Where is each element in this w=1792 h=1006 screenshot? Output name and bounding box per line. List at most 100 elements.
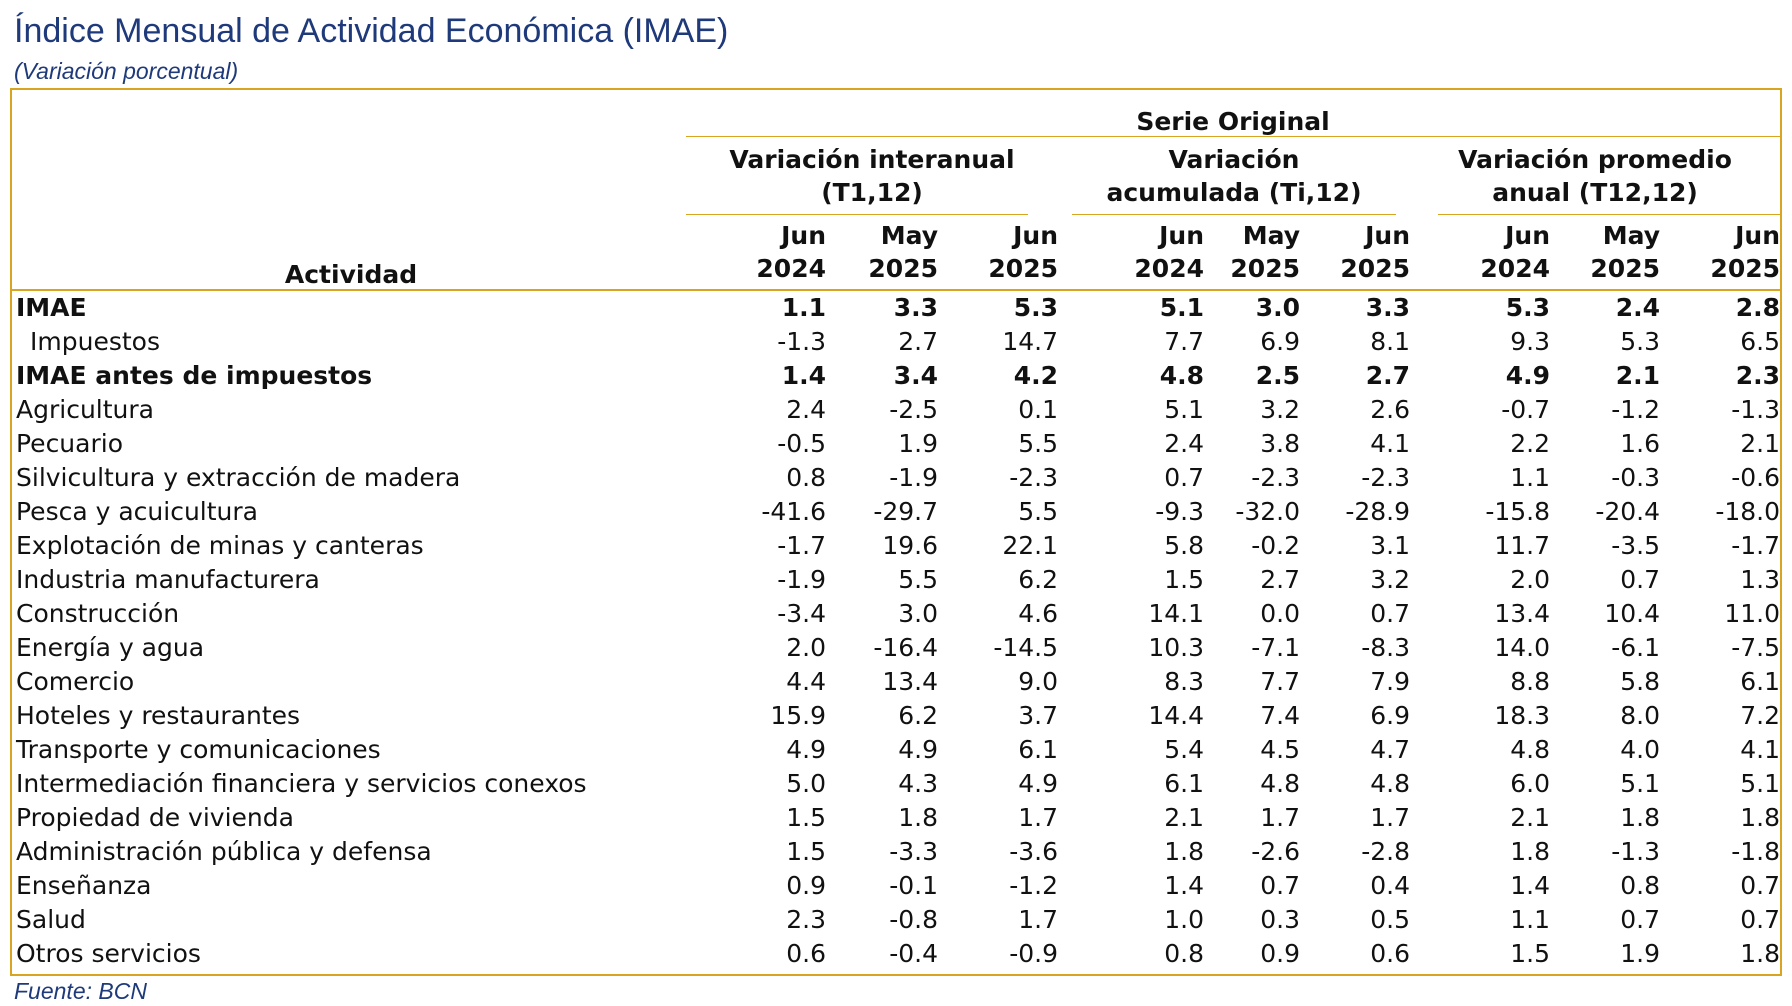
cell-value: -41.6: [761, 496, 826, 526]
cell-value: -32.0: [1235, 496, 1300, 526]
cell-value: -20.4: [1595, 496, 1660, 526]
cell-value: 4.1: [1740, 734, 1781, 764]
table-row: Administración pública y defensa 1.5 -3.3 -…: [12, 834, 1780, 868]
table-row: Otros servicios 0.6 -0.4 -0.9 0.8 0.9 0.6 1.5 1.…: [12, 936, 1780, 970]
table-row: Explotación de minas y canteras -1.7 19.6 2…: [12, 528, 1780, 562]
cell-value: 4.1: [1370, 428, 1410, 458]
cell-value: 0.9: [1260, 938, 1300, 968]
cell-value: 4.9: [1505, 360, 1550, 390]
cell-value: 5.1: [1620, 768, 1660, 798]
cell-value: 1.4: [1164, 870, 1204, 900]
row-label: IMAE antes de impuestos: [16, 360, 373, 390]
cell-value: -3.6: [1009, 836, 1058, 866]
cell-value: 7.2: [1740, 700, 1781, 730]
row-label: Salud: [16, 904, 86, 934]
period-header: Jun 2025: [1660, 215, 1781, 291]
cell-value: 7.7: [1260, 666, 1300, 696]
cell-value: 0.1: [1018, 394, 1058, 424]
period-month: Jun: [1505, 221, 1550, 250]
cell-value: -15.8: [1485, 496, 1550, 526]
cell-value: 1.8: [1740, 938, 1781, 968]
cell-value: 5.0: [786, 768, 826, 798]
serie-original-header: Serie Original: [686, 92, 1781, 137]
cell-value: -1.3: [777, 326, 826, 356]
cell-value: -18.0: [1715, 496, 1781, 526]
cell-value: 4.7: [1370, 734, 1410, 764]
table-row: Impuestos -1.3 2.7 14.7 7.7 6.9 8.1 9.3 5.3 6.5: [12, 324, 1780, 358]
cell-value: -1.9: [889, 462, 938, 492]
row-label: Energía y agua: [16, 632, 205, 662]
cell-value: -2.3: [1009, 462, 1058, 492]
period-year: 2025: [1710, 254, 1781, 283]
cell-value: 18.3: [1494, 700, 1550, 730]
cell-value: 2.3: [1735, 360, 1781, 390]
period-header: May 2025: [1550, 215, 1660, 291]
cell-value: -7.1: [1251, 632, 1300, 662]
cell-value: 5.5: [1018, 428, 1058, 458]
table-frame: Actividad Serie Original Variación inter…: [10, 88, 1782, 976]
cell-value: -2.3: [1361, 462, 1410, 492]
cell-value: 6.9: [1260, 326, 1300, 356]
cell-value: 10.3: [1148, 632, 1204, 662]
cell-value: 13.4: [882, 666, 938, 696]
cell-value: 2.6: [1370, 394, 1410, 424]
table-body: IMAE 1.1 3.3 5.3 5.1 3.0 3.3 5.3 2.4 2.8 Impuestos…: [12, 290, 1780, 970]
row-label: Pesca y acuicultura: [16, 496, 258, 526]
cell-value: 4.2: [1013, 360, 1058, 390]
cell-value: 1.8: [898, 802, 938, 832]
cell-value: 8.3: [1164, 666, 1204, 696]
table-row: Construcción -3.4 3.0 4.6 14.1 0.0 0.7 13.4 10.4…: [12, 596, 1780, 630]
cell-value: 5.5: [898, 564, 938, 594]
cell-value: 1.1: [1510, 904, 1550, 934]
cell-value: 0.6: [1370, 938, 1410, 968]
period-header: May 2025: [1204, 215, 1300, 291]
cell-value: 1.3: [1740, 564, 1781, 594]
source-note: Fuente: BCN: [14, 978, 147, 1004]
period-header: Jun 2024: [1410, 215, 1550, 291]
cell-value: 1.4: [1510, 870, 1550, 900]
row-label: Enseñanza: [16, 870, 152, 900]
row-label: Hoteles y restaurantes: [16, 700, 301, 730]
cell-value: 1.6: [1620, 428, 1660, 458]
period-month: May: [1602, 221, 1660, 250]
period-month: Jun: [1159, 221, 1204, 250]
row-label: IMAE: [16, 293, 87, 322]
cell-value: -0.6: [1731, 462, 1781, 492]
row-label: Propiedad de vivienda: [16, 802, 294, 832]
cell-value: 4.8: [1260, 768, 1300, 798]
cell-value: -6.1: [1611, 632, 1660, 662]
group-header-promedio: Variación promedio anual (T12,12): [1410, 136, 1781, 215]
cell-value: 0.7: [1740, 870, 1781, 900]
row-label: Construcción: [16, 598, 180, 628]
cell-value: 1.7: [1370, 802, 1410, 832]
cell-value: -2.3: [1251, 462, 1300, 492]
cell-value: 4.6: [1018, 598, 1058, 628]
cell-value: -2.8: [1361, 836, 1410, 866]
cell-value: 1.0: [1164, 904, 1204, 934]
cell-value: 22.1: [1002, 530, 1058, 560]
cell-value: 13.4: [1494, 598, 1550, 628]
cell-value: -7.5: [1731, 632, 1781, 662]
cell-value: 1.9: [898, 428, 938, 458]
cell-value: 2.0: [786, 632, 826, 662]
cell-value: -1.7: [1731, 530, 1781, 560]
period-year: 2024: [756, 254, 826, 283]
cell-value: 1.8: [1740, 802, 1781, 832]
group-header-line: Variación interanual: [729, 145, 1015, 174]
cell-value: 0.5: [1370, 904, 1410, 934]
group-header-line: Variación: [1168, 145, 1300, 174]
cell-value: 2.4: [1615, 293, 1660, 322]
cell-value: 6.1: [1740, 666, 1781, 696]
cell-value: 0.7: [1164, 462, 1204, 492]
cell-value: 0.7: [1740, 904, 1781, 934]
cell-value: 2.7: [1365, 360, 1410, 390]
table-row: IMAE antes de impuestos 1.4 3.4 4.2 4.8 2.5 2.…: [12, 358, 1780, 392]
cell-value: 3.3: [893, 293, 938, 322]
page-title: Índice Mensual de Actividad Económica (I…: [14, 12, 729, 50]
cell-value: 7.7: [1164, 326, 1204, 356]
cell-value: 1.1: [1510, 462, 1550, 492]
cell-value: 1.7: [1260, 802, 1300, 832]
cell-value: 7.4: [1260, 700, 1300, 730]
cell-value: -0.5: [777, 428, 826, 458]
cell-value: 5.8: [1164, 530, 1204, 560]
